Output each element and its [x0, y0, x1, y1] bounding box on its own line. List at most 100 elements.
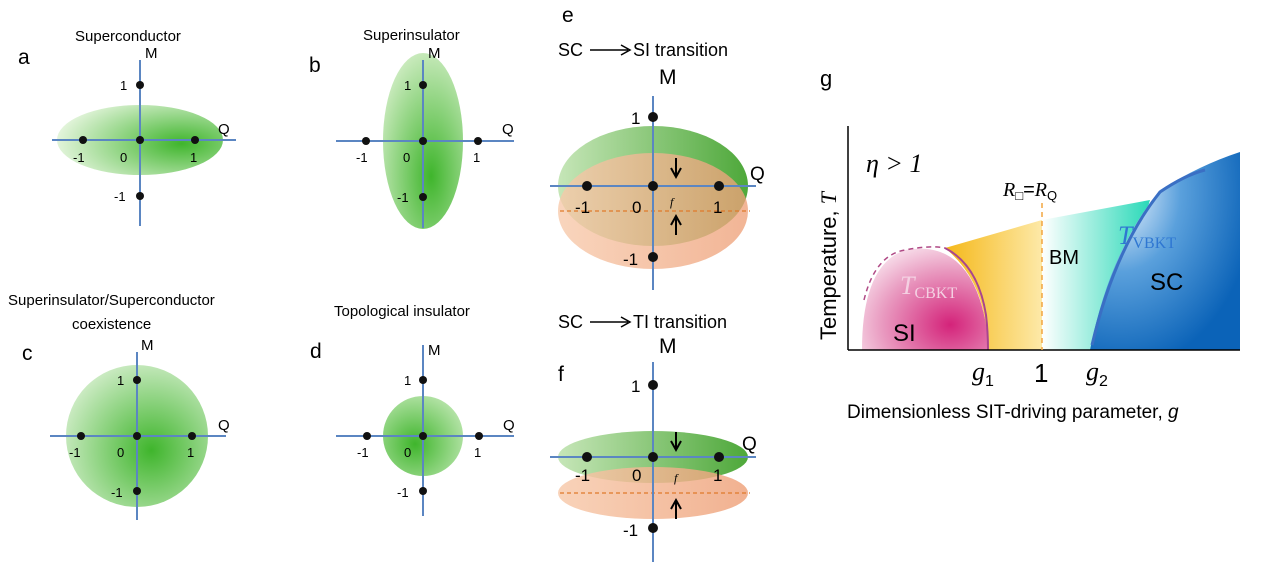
panel-f-f-label: f	[674, 471, 679, 485]
panel-b-dot	[419, 137, 427, 145]
panel-b-tick-m1: -1	[397, 190, 409, 205]
panel-g-g2-g: g	[1086, 357, 1099, 386]
panel-d-letter: d	[310, 340, 322, 363]
panel-d-m-label: M	[428, 342, 441, 359]
panel-f-arrow-down-head	[670, 440, 682, 453]
panel-c-tick-rm1: -1	[69, 445, 81, 460]
panel-e-dot	[648, 252, 658, 262]
panel-e-title-sc: SC	[558, 40, 583, 60]
panel-d-q-label: Q	[503, 417, 515, 434]
panel-c-tick-0: 0	[117, 445, 124, 460]
panel-a-tick-1: 1	[120, 78, 127, 93]
panel-g-eta: η > 1	[866, 149, 922, 178]
panel-e-q-label: Q	[750, 164, 765, 185]
panel-e-dot	[648, 181, 658, 191]
panel-g-cbkt-curve	[944, 247, 989, 351]
panel-b-tick-r1: 1	[473, 150, 480, 165]
panel-g-si-region	[862, 248, 988, 350]
panel-b-m-label: M	[428, 45, 441, 62]
panel-e-arrow-up-head	[670, 213, 682, 226]
panel-e-title-rest: SI transition	[633, 40, 728, 60]
panel-g-one: 1	[1034, 358, 1048, 388]
panel-d-dot	[419, 432, 427, 440]
panel-c-letter: c	[22, 342, 33, 365]
panel-g-tcbkt-t: T	[900, 271, 916, 300]
panel-g-letter: g	[820, 66, 832, 91]
panel-g-vbkt-curve	[1090, 168, 1206, 346]
panel-f-title-rest: TI transition	[633, 312, 727, 332]
panel-a-dot	[136, 192, 144, 200]
panel-f-dot	[714, 452, 724, 462]
panel-b-tick-rm1: -1	[356, 150, 368, 165]
panel-g-tvbkt-sub: VBKT	[1132, 235, 1176, 252]
panel-g-tcbkt: TCBKT	[900, 271, 957, 302]
panel-f-dot	[648, 452, 658, 462]
panel-a-m-label: M	[145, 45, 158, 62]
panel-f-m-label: M	[659, 335, 677, 358]
panel-g-rq: R	[1034, 179, 1047, 201]
panel-g-rq-sub: Q	[1047, 188, 1057, 203]
panel-e-dot	[648, 112, 658, 122]
panel-b-title: Superinsulator	[363, 27, 460, 44]
panel-c-dot	[77, 432, 85, 440]
panel-f-dot	[582, 452, 592, 462]
panel-g: g η > 1 R□=RQ TCBKT TVBKT SI SC BM g1 1 …	[816, 66, 1240, 423]
panel-f-title-arrow-head	[620, 316, 632, 328]
panel-e: e SC SI transition f M Q 1 -1 0 1 -1	[550, 4, 765, 290]
panel-b: b Superinsulator M Q 1 -1 0 1 -1	[309, 27, 514, 229]
panel-f-tick-rm1: -1	[575, 466, 590, 485]
panel-b-dot	[474, 137, 482, 145]
panel-b-dot	[419, 81, 427, 89]
panel-e-tick-0: 0	[632, 198, 641, 217]
panel-c-q-label: Q	[218, 417, 230, 434]
panel-e-tick-rm1: -1	[575, 198, 590, 217]
panel-f-dot	[648, 523, 658, 533]
panel-f-tick-r1: 1	[713, 466, 722, 485]
panel-f-tick-1: 1	[631, 377, 640, 396]
panel-a-dot	[191, 136, 199, 144]
panel-g-rq-label: R□=RQ	[1002, 179, 1057, 203]
panel-e-f-label: f	[670, 195, 675, 209]
panel-g-g2-sub: 2	[1099, 373, 1108, 390]
panel-g-g1-sub: 1	[985, 373, 994, 390]
panel-d: d Topological insulator M Q 1 -1 0 1 -1	[310, 303, 515, 516]
panel-e-m-label: M	[659, 66, 677, 89]
panel-e-tick-1: 1	[631, 109, 640, 128]
panel-g-bm-label: BM	[1049, 247, 1079, 269]
panel-g-g1: g1	[972, 357, 994, 390]
panel-g-tcbkt-sub: CBKT	[914, 285, 957, 302]
panel-a-dot	[136, 81, 144, 89]
panel-e-dot	[714, 181, 724, 191]
panel-g-ylabel: Temperature, T	[816, 190, 841, 340]
panel-g-eq: =	[1023, 179, 1035, 201]
panel-c-dot	[133, 487, 141, 495]
panel-d-tick-rm1: -1	[357, 445, 369, 460]
panel-a: a Superconductor M Q 1 -1 0 1 -1	[18, 28, 236, 226]
panel-c-dot	[133, 432, 141, 440]
panel-d-tick-r1: 1	[474, 445, 481, 460]
panel-d-tick-0: 0	[404, 445, 411, 460]
panel-a-tick-m1: -1	[114, 189, 126, 204]
panel-f-letter: f	[558, 363, 564, 386]
panel-a-dot	[79, 136, 87, 144]
panel-e-title-arrow-head	[620, 44, 632, 56]
panel-a-letter: a	[18, 46, 30, 69]
panel-b-tick-0: 0	[403, 150, 410, 165]
panel-e-dot	[582, 181, 592, 191]
panel-c-m-label: M	[141, 337, 154, 354]
panel-c-tick-r1: 1	[187, 445, 194, 460]
panel-c-tick-1: 1	[117, 373, 124, 388]
panel-g-si-label: SI	[893, 320, 916, 347]
panel-d-dot	[363, 432, 371, 440]
panel-g-tvbkt: TVBKT	[1118, 221, 1176, 252]
panel-e-arrow-down-head	[670, 167, 682, 180]
panel-f-title-sc: SC	[558, 312, 583, 332]
panel-e-tick-m1: -1	[623, 250, 638, 269]
panel-e-letter: e	[562, 4, 574, 27]
panel-c-tick-m1: -1	[111, 485, 123, 500]
panel-g-orange-band	[945, 220, 1042, 350]
panel-g-sc-label: SC	[1150, 269, 1183, 296]
panel-f-tick-0: 0	[632, 466, 641, 485]
panel-g-g2: g2	[1086, 357, 1108, 390]
